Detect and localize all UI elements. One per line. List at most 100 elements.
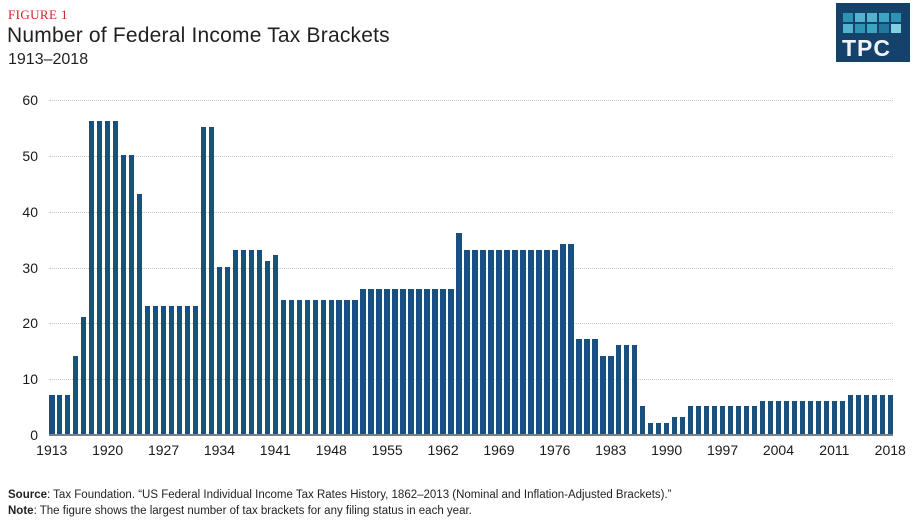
x-axis-tick-label: 1934 <box>203 442 236 458</box>
bar-1989 <box>655 422 662 434</box>
tpc-logo-text: TPC <box>842 35 891 61</box>
bar-2000 <box>743 406 750 434</box>
x-axis-tick-label: 1955 <box>371 442 403 458</box>
bar-1934 <box>216 266 223 434</box>
bar-2014 <box>855 394 862 434</box>
logo-square-icon <box>879 24 889 33</box>
note-line: Note: The figure shows the largest numbe… <box>8 503 908 519</box>
x-axis-tick-label: 1983 <box>595 442 627 458</box>
bar-1991 <box>671 417 678 434</box>
y-axis-tick-label: 50 <box>22 147 38 164</box>
x-axis-tick-label: 1927 <box>147 442 180 458</box>
bar-1965 <box>464 249 470 434</box>
source-label: Source <box>8 489 47 501</box>
bar-1916 <box>72 355 79 434</box>
logo-square-icon <box>891 13 901 22</box>
bar-2009 <box>815 400 822 434</box>
bar-1924 <box>136 193 143 434</box>
bar-1918 <box>88 121 95 434</box>
bar-1979 <box>576 339 582 434</box>
x-axis-tick-label: 2011 <box>819 442 850 458</box>
bar-2018 <box>887 394 893 434</box>
bar-1992 <box>679 417 686 434</box>
bar-chart: 0 10 20 30 40 50 60 1913 1920 1927 1934 1941 1948 195… <box>0 88 915 468</box>
bar-1944 <box>296 300 303 434</box>
x-axis-tick-label: 1997 <box>706 442 739 458</box>
y-axis-tick-label: 40 <box>22 203 38 220</box>
logo-square-icon <box>843 13 853 22</box>
x-axis-tick-label: 1976 <box>539 442 571 458</box>
bar-2017 <box>879 394 885 434</box>
bar-2002 <box>759 400 766 434</box>
bar-2004 <box>775 400 782 434</box>
y-axis-tick-label: 20 <box>22 315 38 332</box>
bar-1986 <box>631 344 638 434</box>
bar-1929 <box>176 305 183 434</box>
bar-1913 <box>49 394 55 434</box>
bar-1933 <box>208 126 215 434</box>
logo-square-icon <box>867 13 877 22</box>
tpc-logo: TPC <box>836 3 910 62</box>
bar-1999 <box>735 406 742 434</box>
tpc-logo-squares-icon <box>843 13 910 33</box>
bar-1980 <box>584 339 590 434</box>
bar-1972 <box>520 249 526 434</box>
bar-1940 <box>264 260 271 434</box>
x-axis-line <box>49 434 893 436</box>
bar-1948 <box>328 300 334 434</box>
bar-1930 <box>184 305 191 434</box>
bar-1942 <box>280 300 287 434</box>
bar-1977 <box>560 244 566 434</box>
bar-1959 <box>416 288 422 434</box>
bar-1985 <box>623 344 630 434</box>
bar-1925 <box>144 305 151 434</box>
bar-2013 <box>847 394 854 434</box>
bar-1990 <box>663 422 670 434</box>
bar-1993 <box>687 406 694 434</box>
x-axis-tick-label: 1941 <box>259 442 291 458</box>
bar-1950 <box>344 300 350 434</box>
bar-1961 <box>432 288 438 434</box>
bar-1967 <box>480 249 486 434</box>
x-axis-tick-label: 1969 <box>483 442 515 458</box>
bar-2016 <box>871 394 878 434</box>
bar-2005 <box>783 400 790 434</box>
bar-1994 <box>695 406 702 434</box>
x-axis-tick-label: 1990 <box>651 442 683 458</box>
bar-1926 <box>152 305 159 434</box>
bar-1937 <box>240 249 247 434</box>
x-axis-tick-label: 1948 <box>315 442 347 458</box>
y-axis-tick-label: 0 <box>30 427 38 443</box>
bar-1968 <box>488 249 494 434</box>
bar-1941 <box>272 255 279 434</box>
bar-1974 <box>536 249 542 434</box>
bar-1982 <box>600 355 606 434</box>
logo-square-icon <box>855 13 865 22</box>
bar-2007 <box>799 400 806 434</box>
bar-1988 <box>647 422 654 434</box>
bar-1975 <box>544 249 550 434</box>
bar-2006 <box>791 400 798 434</box>
bar-1928 <box>168 305 175 434</box>
x-axis-tick-label: 1962 <box>427 442 459 458</box>
bar-1952 <box>360 288 366 434</box>
x-axis-tick-label: 2018 <box>874 442 906 458</box>
y-axis-tick-label: 10 <box>22 371 38 388</box>
bar-1976 <box>552 249 558 434</box>
bar-2015 <box>863 394 870 434</box>
bar-1919 <box>96 121 103 434</box>
bar-1962 <box>440 288 446 434</box>
logo-square-icon <box>891 24 901 33</box>
bar-1997 <box>719 406 726 434</box>
bar-2008 <box>807 400 814 434</box>
bar-1939 <box>256 249 263 434</box>
bar-1970 <box>504 249 510 434</box>
bar-1960 <box>424 288 430 434</box>
plot-area <box>49 100 893 436</box>
bar-1949 <box>336 300 342 434</box>
logo-square-icon <box>879 13 889 22</box>
bar-1963 <box>448 288 454 434</box>
bar-1971 <box>512 249 518 434</box>
bar-1998 <box>727 406 734 434</box>
bar-1955 <box>384 288 390 434</box>
